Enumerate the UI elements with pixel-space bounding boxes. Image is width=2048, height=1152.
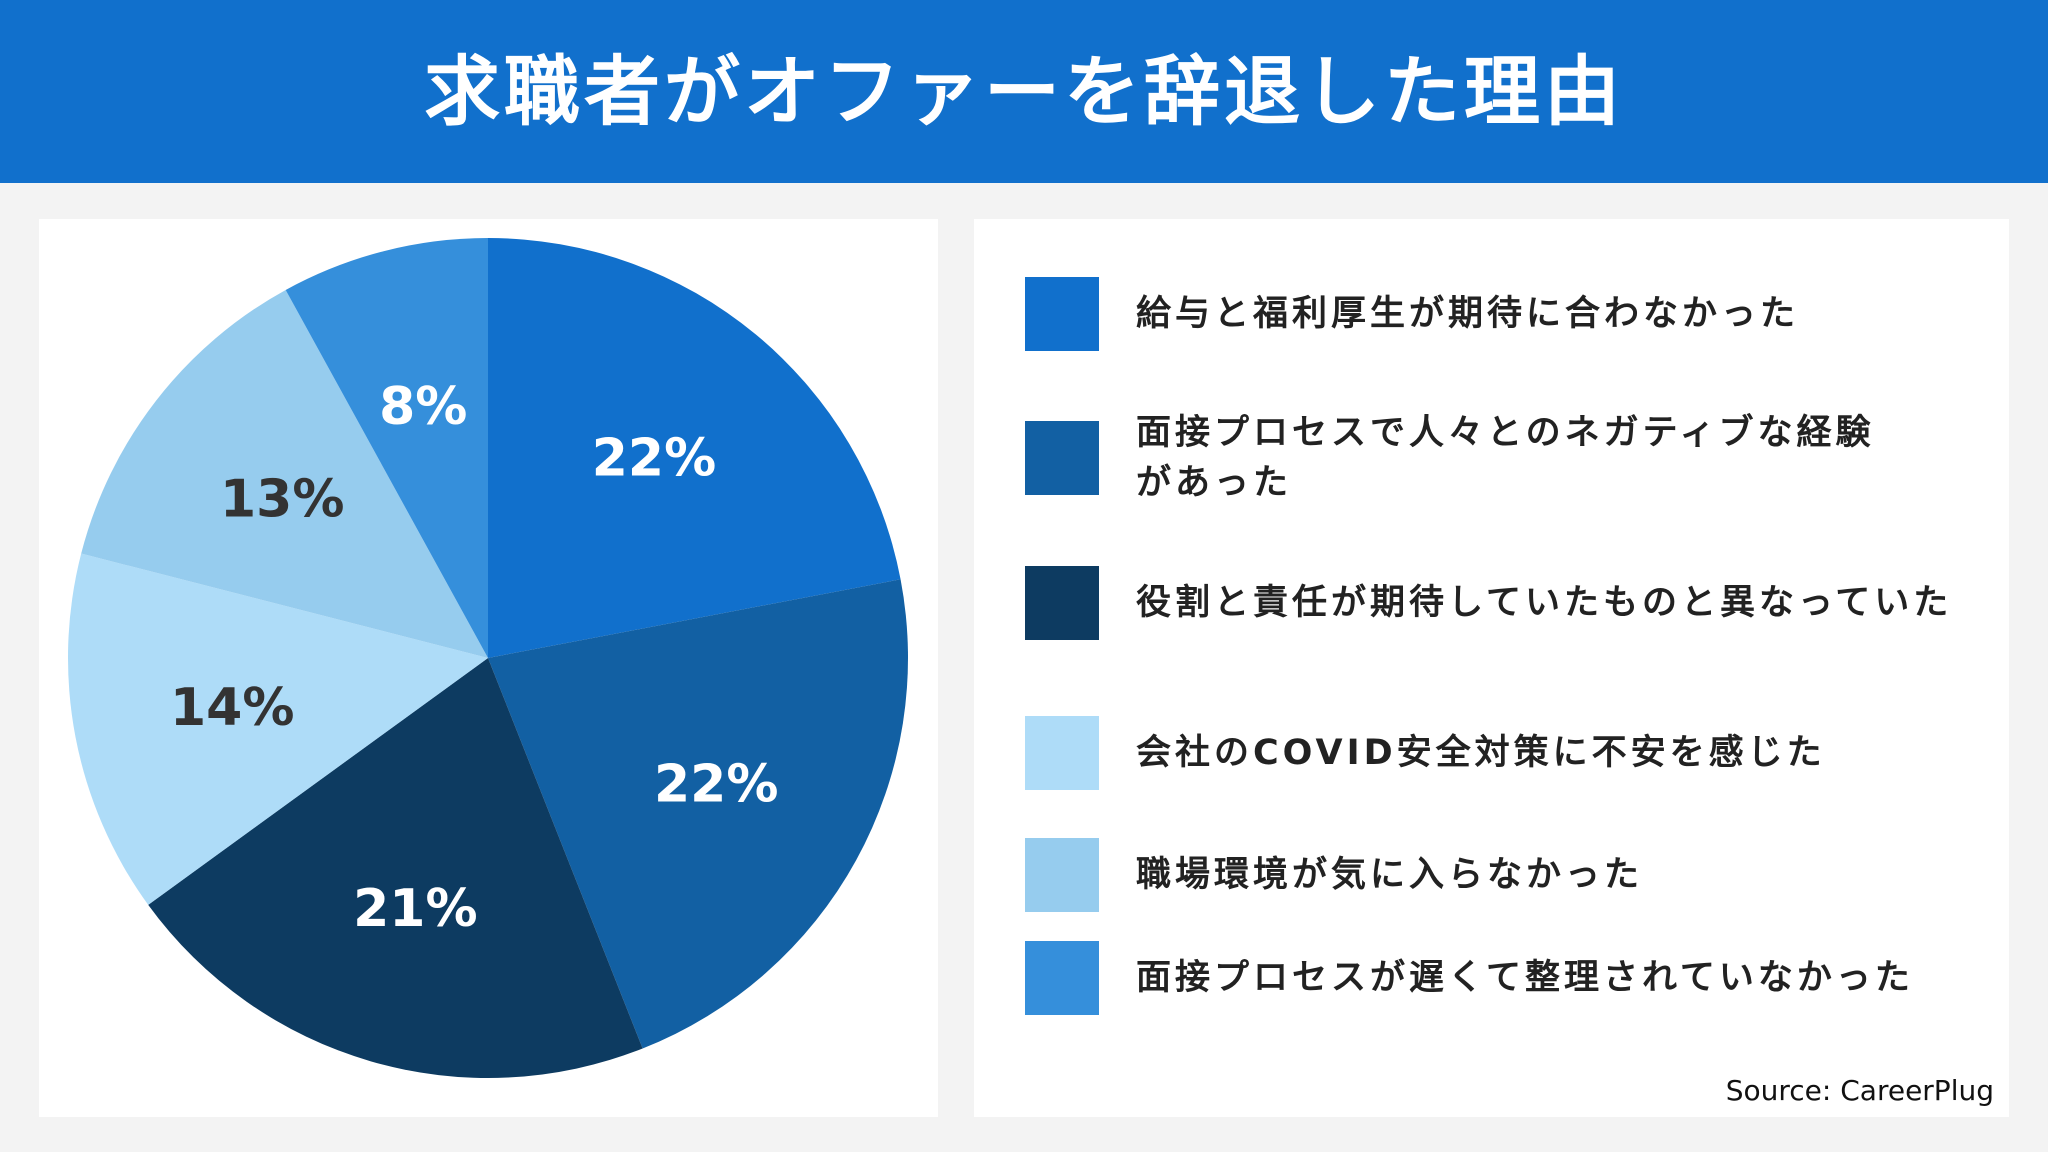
- legend-swatch: [1025, 941, 1099, 1015]
- legend-label: 職場環境が気に入らなかった: [1136, 855, 1644, 895]
- source-note: Source: CareerPlug: [1725, 1074, 1994, 1107]
- legend-swatch: [1025, 838, 1099, 912]
- legend-swatch: [1025, 716, 1099, 790]
- pie-slice: [488, 238, 901, 658]
- data-label: 22%: [654, 754, 778, 814]
- data-label: 8%: [379, 377, 467, 437]
- data-label: 22%: [592, 428, 716, 488]
- legend-label: 給与と福利厚生が期待に合わなかった: [1136, 294, 1800, 334]
- legend-swatch: [1025, 566, 1099, 640]
- data-label: 13%: [220, 469, 344, 529]
- chart-title: 求職者がオファーを辞退した理由: [424, 47, 1624, 136]
- pie-slice: [148, 658, 643, 1078]
- data-label: 21%: [353, 879, 477, 939]
- pie-slice: [68, 553, 489, 905]
- pie-slice: [488, 579, 909, 1049]
- legend-swatch: [1025, 277, 1099, 351]
- legend-label: 面接プロセスが遅くて整理されていなかった: [1136, 958, 1914, 998]
- legend-label: 面接プロセスで人々とのネガティブな経験 があった: [1136, 413, 1875, 503]
- legend-panel: [974, 219, 2009, 1117]
- legend-label: 会社のCOVID安全対策に不安を感じた: [1136, 733, 1826, 773]
- pie-slice: [285, 238, 488, 658]
- chart: 22% 22% 21% 14% 13% 8%: [68, 238, 909, 1078]
- pie-slice: [81, 289, 488, 658]
- header-bar: [0, 0, 2048, 183]
- legend-swatch: [1025, 421, 1099, 495]
- data-label: 14%: [170, 678, 294, 738]
- legend-label: 役割と責任が期待していたものと異なっていた: [1136, 583, 1953, 623]
